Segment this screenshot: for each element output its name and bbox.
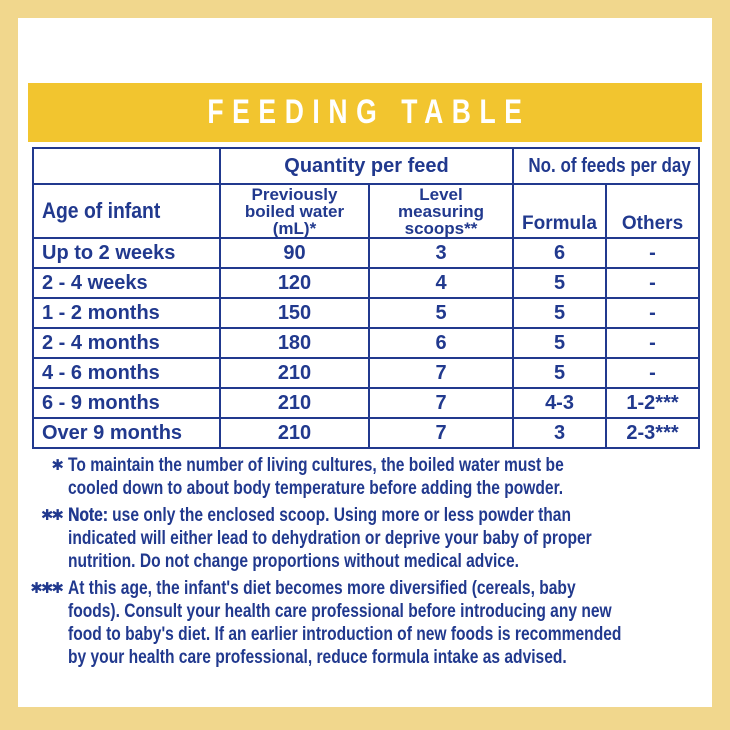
corner-cell [32, 147, 221, 185]
footnote-text: Note: use only the enclosed scoop. Using… [68, 504, 688, 573]
water-cell: 210 [219, 357, 370, 389]
table-row: 6 - 9 months 210 7 4-3 1-2*** [32, 387, 701, 419]
water-cell: 150 [219, 297, 370, 329]
scoops-cell: 3 [367, 237, 515, 269]
age-cell: Up to 2 weeks [32, 237, 221, 269]
footnote-water-temperature: ✱ To maintain the number of living cultu… [28, 454, 728, 500]
others-cell: - [605, 237, 701, 269]
water-cell: 210 [219, 417, 370, 449]
age-cell: 1 - 2 months [32, 297, 221, 329]
feeds-per-day-label: No. of feeds per day [528, 154, 691, 177]
age-column-header: Age of infant [32, 183, 221, 239]
note-text: use only the enclosed scoop. Using more … [68, 505, 592, 572]
others-cell: - [605, 357, 701, 389]
footnote-diversified-diet: ✱✱✱ At this age, the infant's diet becom… [28, 577, 728, 669]
scoops-column-header: Level measuring scoops** [367, 183, 515, 239]
quantity-per-feed-header: Quantity per feed [218, 147, 515, 185]
quantity-per-feed-label: Quantity per feed [284, 154, 449, 177]
water-cell: 90 [219, 237, 370, 269]
formula-cell: 3 [512, 417, 608, 449]
formula-cell: 4-3 [512, 387, 608, 419]
others-cell: 1-2*** [605, 387, 701, 419]
water-cell: 210 [219, 387, 370, 419]
table-row: 2 - 4 weeks 120 4 5 - [32, 267, 701, 299]
scoops-cell: 4 [367, 267, 515, 299]
age-cell: 2 - 4 weeks [32, 267, 221, 299]
water-column-header: Previously boiled water (mL)* [219, 183, 370, 239]
triple-asterisk-marker: ✱✱✱ [30, 579, 64, 597]
page-title: FEEDING TABLE [207, 93, 531, 131]
age-cell: 6 - 9 months [32, 387, 221, 419]
scoops-cell: 5 [367, 297, 515, 329]
label-panel: FEEDING TABLE Quantity per feed No. of f… [18, 18, 712, 707]
feeding-table: Quantity per feed No. of feeds per day A… [32, 147, 701, 449]
table-row: Over 9 months 210 7 3 2-3*** [32, 417, 701, 449]
age-cell: 4 - 6 months [32, 357, 221, 389]
scoops-cell: 6 [367, 327, 515, 359]
table-row: 2 - 4 months 180 6 5 - [32, 327, 701, 359]
table-row: 1 - 2 months 150 5 5 - [32, 297, 701, 329]
note-label: Note: [68, 505, 108, 526]
footnote-text: At this age, the infant's diet becomes m… [68, 578, 622, 668]
table-row: 4 - 6 months 210 7 5 - [32, 357, 701, 389]
formula-cell: 5 [512, 297, 608, 329]
formula-cell: 5 [512, 267, 608, 299]
double-asterisk-marker: ✱✱ [40, 506, 64, 524]
group-header-row: Quantity per feed No. of feeds per day [32, 147, 701, 185]
feeding-table-banner: FEEDING TABLE [28, 83, 702, 142]
formula-cell: 5 [512, 327, 608, 359]
asterisk-marker: ✱ [51, 456, 64, 474]
others-column-header: Others [605, 183, 701, 239]
water-cell: 180 [219, 327, 370, 359]
others-cell: 2-3*** [605, 417, 701, 449]
feeds-per-day-header: No. of feeds per day [512, 147, 701, 185]
table-row: Up to 2 weeks 90 3 6 - [32, 237, 701, 269]
footnote-scoop-note: ✱✱ Note: use only the enclosed scoop. Us… [28, 504, 728, 573]
formula-cell: 5 [512, 357, 608, 389]
water-cell: 120 [219, 267, 370, 299]
footnotes: ✱ To maintain the number of living cultu… [28, 454, 728, 669]
formula-column-header: Formula [512, 183, 608, 239]
scoops-cell: 7 [367, 387, 515, 419]
scoops-cell: 7 [367, 417, 515, 449]
others-cell: - [605, 327, 701, 359]
age-cell: 2 - 4 months [32, 327, 221, 359]
column-header-row: Age of infant Previously boiled water (m… [32, 183, 701, 239]
footnote-text: To maintain the number of living culture… [68, 455, 564, 499]
others-cell: - [605, 297, 701, 329]
formula-cell: 6 [512, 237, 608, 269]
scoops-cell: 7 [367, 357, 515, 389]
others-cell: - [605, 267, 701, 299]
age-cell: Over 9 months [32, 417, 221, 449]
